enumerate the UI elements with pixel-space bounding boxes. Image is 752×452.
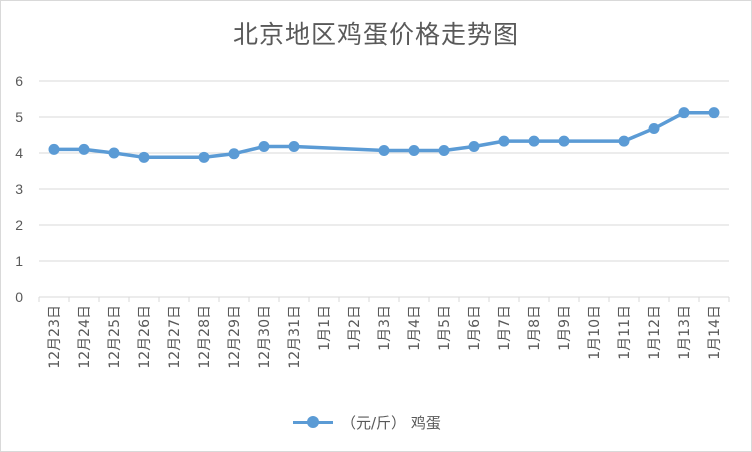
x-tick-label: 1月2日 bbox=[347, 305, 363, 351]
y-tick-label: 6 bbox=[15, 73, 23, 89]
x-tick-label: 12月30日 bbox=[257, 305, 273, 369]
chart-title: 北京地区鸡蛋价格走势图 bbox=[232, 20, 519, 49]
x-tick-label: 12月25日 bbox=[107, 305, 123, 369]
data-point bbox=[528, 135, 540, 147]
x-tick-label: 12月28日 bbox=[197, 305, 213, 369]
x-tick-label: 12月23日 bbox=[47, 305, 63, 369]
data-point bbox=[378, 144, 390, 156]
data-point bbox=[48, 143, 60, 155]
data-point bbox=[408, 144, 420, 156]
data-point bbox=[198, 151, 210, 163]
x-tick-label: 1月3日 bbox=[377, 305, 393, 351]
x-tick-label: 12月31日 bbox=[287, 305, 303, 369]
data-point bbox=[708, 107, 720, 119]
x-tick-label: 12月26日 bbox=[137, 305, 153, 369]
data-point bbox=[288, 141, 300, 153]
data-point bbox=[498, 135, 510, 147]
y-tick-label: 1 bbox=[15, 253, 23, 269]
y-tick-label: 4 bbox=[15, 145, 23, 161]
data-point bbox=[228, 148, 240, 160]
x-tick-label: 1月4日 bbox=[407, 305, 423, 351]
x-tick-label: 12月27日 bbox=[167, 305, 183, 369]
x-tick-label: 1月9日 bbox=[557, 305, 573, 351]
x-tick-label: 1月12日 bbox=[647, 305, 663, 360]
y-tick-label: 2 bbox=[15, 217, 23, 233]
data-point bbox=[558, 135, 570, 147]
data-point bbox=[258, 141, 270, 153]
data-point bbox=[108, 147, 120, 159]
x-tick-label: 1月10日 bbox=[587, 305, 603, 360]
data-point bbox=[678, 107, 690, 119]
data-point bbox=[618, 135, 630, 147]
y-tick-label: 0 bbox=[15, 289, 23, 305]
x-tick-label: 1月5日 bbox=[437, 305, 453, 351]
x-tick-label: 1月13日 bbox=[677, 305, 693, 360]
data-point bbox=[468, 141, 480, 153]
legend-swatch bbox=[293, 413, 333, 431]
legend: （元/斤） 鸡蛋 bbox=[293, 411, 441, 433]
x-tick-label: 1月1日 bbox=[317, 305, 333, 351]
x-tick-label: 1月11日 bbox=[617, 305, 633, 360]
legend-marker-icon bbox=[307, 416, 319, 428]
x-tick-label: 1月6日 bbox=[467, 305, 483, 351]
data-point bbox=[648, 123, 660, 135]
x-tick-label: 1月8日 bbox=[527, 305, 543, 351]
y-tick-label: 5 bbox=[15, 109, 23, 125]
x-tick-label: 1月7日 bbox=[497, 305, 513, 351]
x-tick-label: 12月24日 bbox=[77, 305, 93, 369]
data-point bbox=[438, 144, 450, 156]
legend-label: （元/斤） 鸡蛋 bbox=[341, 413, 441, 432]
x-tick-label: 1月14日 bbox=[707, 305, 723, 360]
data-point bbox=[138, 151, 150, 163]
x-tick-label: 12月29日 bbox=[227, 305, 243, 369]
data-point bbox=[78, 143, 90, 155]
y-tick-label: 3 bbox=[15, 181, 23, 197]
